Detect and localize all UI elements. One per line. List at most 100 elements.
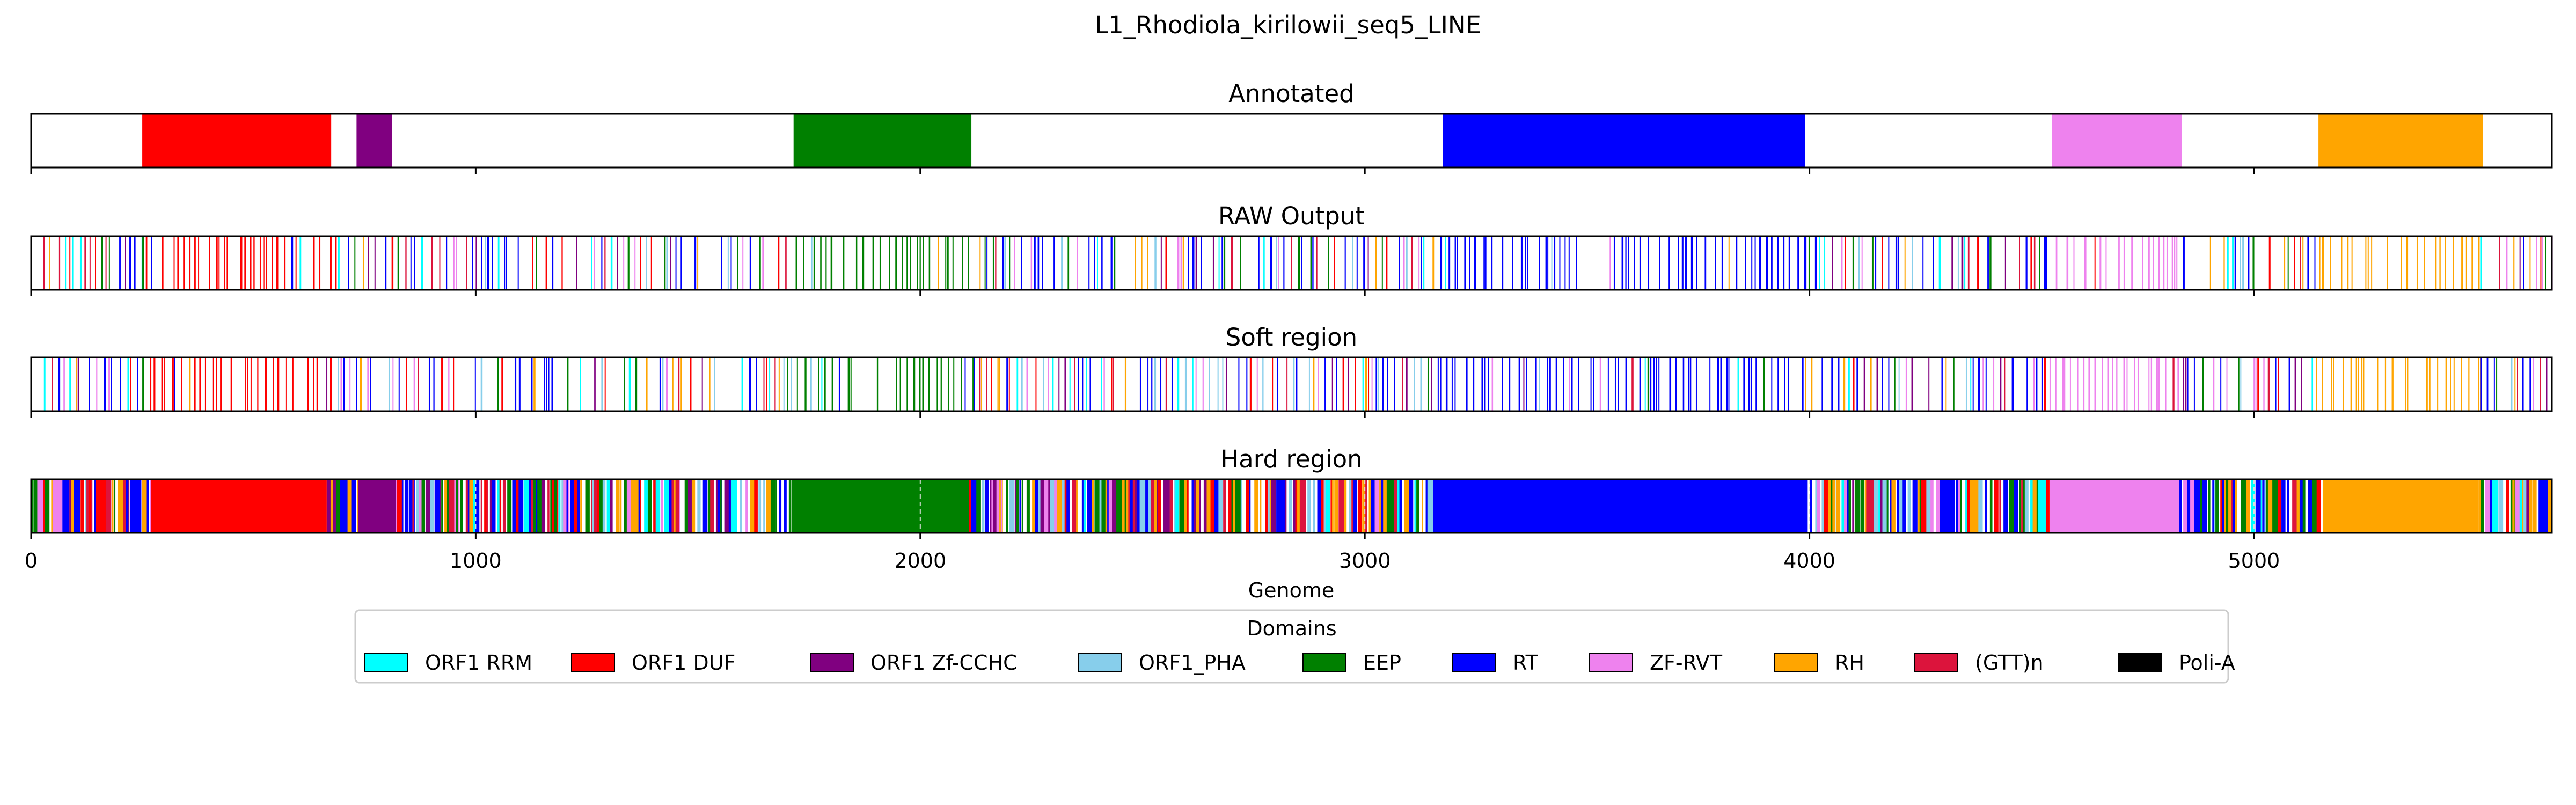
domain-mark-eep: [1096, 479, 1099, 533]
domain-mark-gtt: [480, 479, 482, 533]
domain-mark-gtt: [418, 357, 419, 411]
domain-mark-rt: [1527, 236, 1528, 290]
domain-mark-rrm: [1970, 357, 1972, 411]
domain-mark-zfrvt: [2102, 357, 2103, 411]
domain-mark-rh: [2355, 357, 2358, 411]
domain-mark-gtt: [531, 479, 535, 533]
domain-mark-rh: [997, 357, 999, 411]
domain-mark-rt: [2041, 357, 2043, 411]
domain-mark-duf: [1342, 357, 1344, 411]
domain-mark-gtt: [1631, 357, 1634, 411]
domain-mark-rt: [1639, 236, 1641, 290]
domain-mark-gtt: [995, 236, 997, 290]
domain-mark-duf: [250, 236, 252, 290]
domain-mark-rt: [475, 479, 480, 533]
domain-mark-zfrvt: [1993, 357, 1995, 411]
domain-mark-eep: [2545, 236, 2546, 290]
domain-mark-pha: [982, 479, 985, 533]
domain-mark-eep: [862, 236, 865, 290]
domain-mark-eep: [736, 236, 738, 290]
domain-mark-rrm: [127, 357, 129, 411]
domain-mark-rt: [570, 479, 575, 533]
domain-mark-gtt: [1291, 236, 1292, 290]
domain-mark-rt: [1736, 236, 1738, 290]
domain-mark-duf: [574, 479, 580, 533]
domain-mark-rt: [1317, 479, 1323, 533]
domain-mark-pha: [1222, 357, 1224, 411]
domain-mark-eep: [936, 357, 938, 411]
domain-mark-zfrvt: [1202, 357, 1204, 411]
domain-mark-eep: [101, 236, 103, 290]
domain-mark-rt: [1682, 357, 1685, 411]
domain-mark-pha: [1139, 479, 1146, 533]
domain-mark-duf: [754, 479, 758, 533]
domain-mark-rt: [2232, 479, 2235, 533]
domain-mark-duf: [2268, 236, 2271, 290]
domain-mark-rh: [2429, 357, 2431, 411]
domain-mark-rt: [1201, 236, 1202, 290]
domain-mark-rt: [1344, 236, 1346, 290]
domain-mark-rt: [1281, 479, 1286, 533]
domain-mark-zfrvt: [1044, 479, 1049, 533]
domain-mark-rh: [2529, 479, 2533, 533]
domain-mark-eep: [803, 236, 804, 290]
domain-mark-eep: [1852, 236, 1855, 290]
domain-mark-rh: [2468, 357, 2470, 411]
legend: Domains ORF1 RRM ORF1 DUF ORF1 Zf-CCHC ORF1_…: [354, 609, 2235, 684]
domain-mark-eep: [919, 236, 921, 290]
domain-mark-zfrvt: [2099, 236, 2102, 290]
domain-mark-duf: [307, 357, 309, 411]
domain-mark-rt: [1473, 357, 1475, 411]
domain-mark-eep: [2481, 479, 2484, 533]
domain-mark-zfcchc: [1852, 479, 1854, 533]
domain-mark-rt: [1618, 357, 1619, 411]
domain-mark-gtt: [1169, 479, 1173, 533]
domain-mark-pha: [1021, 357, 1023, 411]
domain-mark-eep: [1310, 236, 1313, 290]
domain-mark-pha: [1957, 236, 1959, 290]
domain-mark-rt: [675, 236, 677, 290]
domain-mark-rrm: [497, 479, 501, 533]
domain-mark-zfrvt: [762, 236, 764, 290]
domain-mark-duf: [1158, 479, 1161, 533]
domain-mark-duf: [397, 479, 403, 533]
domain-mark-zfcchc: [440, 479, 441, 533]
domain-mark-zfrvt: [2123, 236, 2125, 290]
domain-mark-rrm: [1192, 357, 1194, 411]
domain-mark-zfrvt: [1256, 357, 1258, 411]
domain-mark-duf: [1321, 479, 1324, 533]
domain-mark-rt: [1512, 236, 1513, 290]
domain-mark-rt: [1488, 357, 1489, 411]
domain-mark-zfrvt: [2176, 236, 2178, 290]
domain-mark-pha: [666, 236, 668, 290]
domain-mark-pha: [1262, 357, 1264, 411]
domain-mark-eep: [114, 479, 116, 533]
domain-mark-rt: [1549, 357, 1551, 411]
domain-mark-rt: [1681, 236, 1684, 290]
domain-mark-rrm: [1397, 479, 1401, 533]
domain-mark-rt: [1690, 357, 1692, 411]
domain-mark-eep: [945, 236, 947, 290]
domain-mark-rrm: [1218, 236, 1220, 290]
domain-mark-duf: [1845, 236, 1846, 290]
domain-mark-rrm: [1177, 357, 1180, 411]
domain-mark-zfcchc: [1271, 479, 1276, 533]
domain-mark-zfcchc: [1040, 479, 1045, 533]
domain-mark-rh: [2529, 236, 2531, 290]
domain-mark-zfrvt: [2077, 357, 2079, 411]
domain-mark-duf: [150, 357, 152, 411]
domain-mark-rh: [2343, 357, 2344, 411]
domain-mark-eep: [1179, 479, 1186, 533]
domain-mark-duf: [89, 479, 91, 533]
domain-mark-rt: [1283, 236, 1285, 290]
domain-mark-duf: [173, 236, 175, 290]
domain-mark-gtt: [412, 479, 414, 533]
domain-mark-gtt: [89, 236, 91, 290]
domain-mark-eep: [1235, 479, 1241, 533]
domain-mark-rt: [2275, 357, 2277, 411]
domain-mark-zfcchc: [326, 357, 328, 411]
domain-mark-rt: [512, 479, 519, 533]
domain-mark-duf: [1265, 479, 1270, 533]
domain-mark-gtt: [1231, 236, 1233, 290]
domain-mark-duf: [2540, 236, 2542, 290]
